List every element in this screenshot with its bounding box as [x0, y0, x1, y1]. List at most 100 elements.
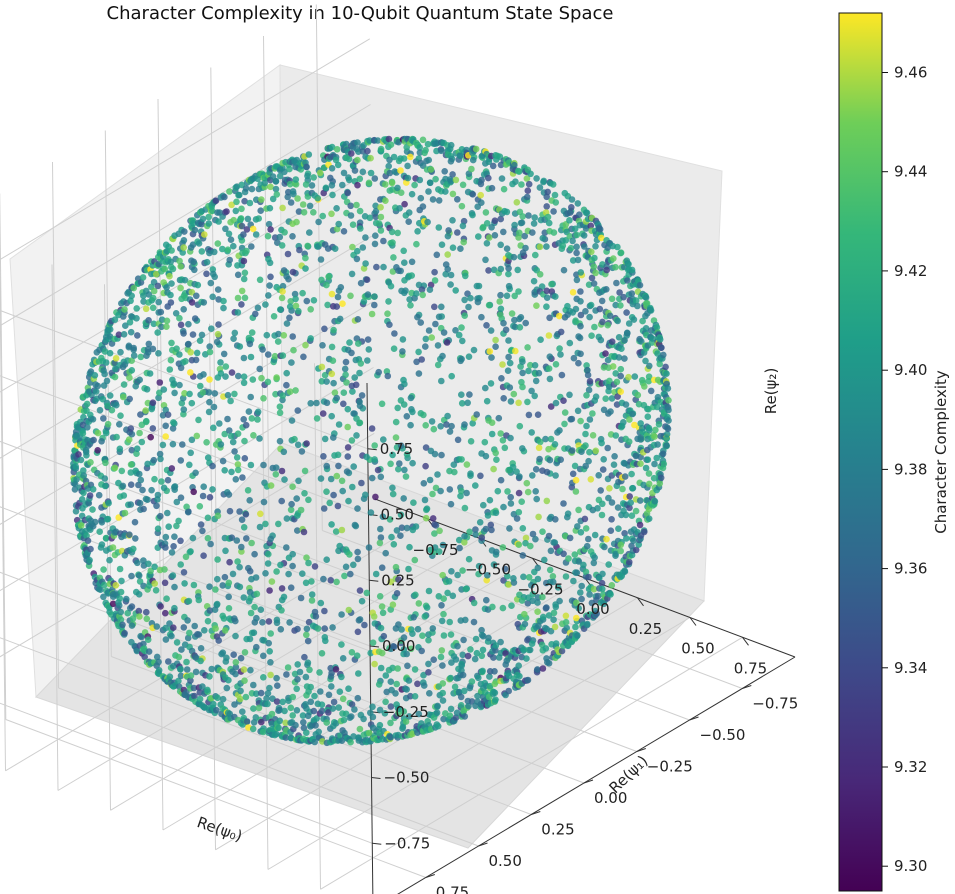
- scatter-point: [236, 583, 244, 591]
- scatter-point: [403, 686, 411, 693]
- scatter-point: [497, 476, 505, 484]
- scatter-point: [348, 270, 356, 278]
- scatter-point: [168, 247, 175, 254]
- scatter-point: [332, 720, 340, 727]
- scatter-point: [217, 359, 224, 366]
- scatter-point: [279, 204, 286, 212]
- scatter-point: [118, 577, 125, 585]
- scatter-point: [521, 610, 528, 618]
- scatter-point: [547, 435, 555, 443]
- scatter-point: [664, 425, 672, 433]
- scatter-point: [308, 591, 316, 598]
- scatter-point: [608, 338, 616, 346]
- scatter-point: [368, 425, 376, 432]
- scatter-point: [170, 419, 177, 426]
- scatter-point: [304, 637, 312, 645]
- scatter-point: [413, 290, 420, 297]
- scatter-point: [501, 444, 509, 452]
- scatter-point: [106, 556, 113, 564]
- scatter-point: [454, 229, 461, 236]
- scatter-point: [291, 435, 298, 443]
- scatter-point: [438, 602, 445, 609]
- scatter-point: [643, 300, 651, 307]
- scatter-point: [288, 500, 295, 508]
- scatter-point: [584, 371, 592, 379]
- scatter-point: [316, 669, 323, 676]
- scatter-point: [561, 420, 568, 428]
- scatter-point: [653, 454, 660, 462]
- scatter-point: [593, 610, 600, 617]
- scatter-point: [516, 422, 524, 430]
- scatter-point: [382, 549, 390, 557]
- scatter-point: [228, 534, 236, 541]
- scatter-point: [173, 498, 181, 506]
- scatter-point: [499, 544, 507, 551]
- scatter-point: [163, 317, 171, 325]
- scatter-point: [506, 466, 514, 474]
- scatter-point: [526, 646, 534, 654]
- scatter-point: [136, 499, 144, 507]
- scatter-point: [508, 602, 515, 609]
- scatter-point: [232, 632, 239, 640]
- scatter-point: [221, 573, 229, 581]
- scatter-point: [351, 167, 359, 174]
- scatter-point: [171, 604, 178, 612]
- scatter-point: [238, 205, 245, 213]
- scatter-point: [203, 258, 211, 266]
- scatter-point: [344, 444, 352, 451]
- scatter-point: [404, 162, 411, 170]
- scatter-point: [599, 466, 607, 473]
- scatter-point: [651, 460, 658, 468]
- scatter-point: [429, 625, 437, 632]
- scatter-point: [377, 145, 385, 153]
- scatter-point: [128, 572, 135, 580]
- scatter-point: [290, 346, 297, 354]
- scatter-point: [180, 569, 188, 576]
- scatter-point: [293, 707, 301, 714]
- scatter-point: [252, 643, 260, 651]
- scatter-point: [391, 168, 399, 175]
- scatter-point: [109, 544, 117, 551]
- scatter-point: [304, 659, 312, 666]
- scatter-point: [570, 577, 577, 585]
- scatter-point: [466, 528, 473, 536]
- scatter-point: [136, 578, 144, 585]
- scatter-point: [479, 646, 487, 654]
- scatter-point: [471, 655, 479, 663]
- scatter-point: [397, 442, 405, 450]
- scatter-point: [582, 225, 590, 232]
- scatter-point: [461, 539, 468, 546]
- scatter-point: [338, 673, 345, 681]
- scatter-point: [660, 460, 668, 468]
- scatter-point: [419, 203, 427, 210]
- scatter-point: [185, 597, 193, 605]
- scatter-point: [203, 439, 210, 446]
- scatter-point: [405, 677, 413, 684]
- scatter-point: [458, 662, 466, 669]
- scatter-point: [299, 201, 307, 208]
- scatter-point: [492, 696, 499, 703]
- scatter-point: [225, 230, 233, 238]
- scatter-point: [262, 301, 269, 308]
- scatter-point: [260, 674, 267, 681]
- scatter-point: [389, 451, 396, 459]
- scatter-point: [393, 527, 401, 534]
- scatter-point: [175, 517, 182, 525]
- scatter-point: [587, 222, 595, 230]
- scatter-point: [518, 181, 525, 188]
- scatter-point: [449, 217, 456, 224]
- scatter-point: [191, 622, 198, 630]
- scatter-point: [177, 672, 185, 680]
- scatter-point: [543, 294, 551, 302]
- scatter-point: [360, 298, 368, 305]
- scatter-point: [276, 172, 284, 180]
- scatter-point: [478, 652, 486, 660]
- scatter-point: [322, 184, 330, 192]
- scatter-point: [195, 240, 203, 247]
- scatter-point: [387, 578, 395, 586]
- scatter-point: [543, 303, 550, 311]
- scatter-point: [162, 533, 170, 541]
- scatter-point: [347, 202, 355, 210]
- scatter-point: [407, 645, 415, 653]
- scatter-point: [273, 619, 281, 627]
